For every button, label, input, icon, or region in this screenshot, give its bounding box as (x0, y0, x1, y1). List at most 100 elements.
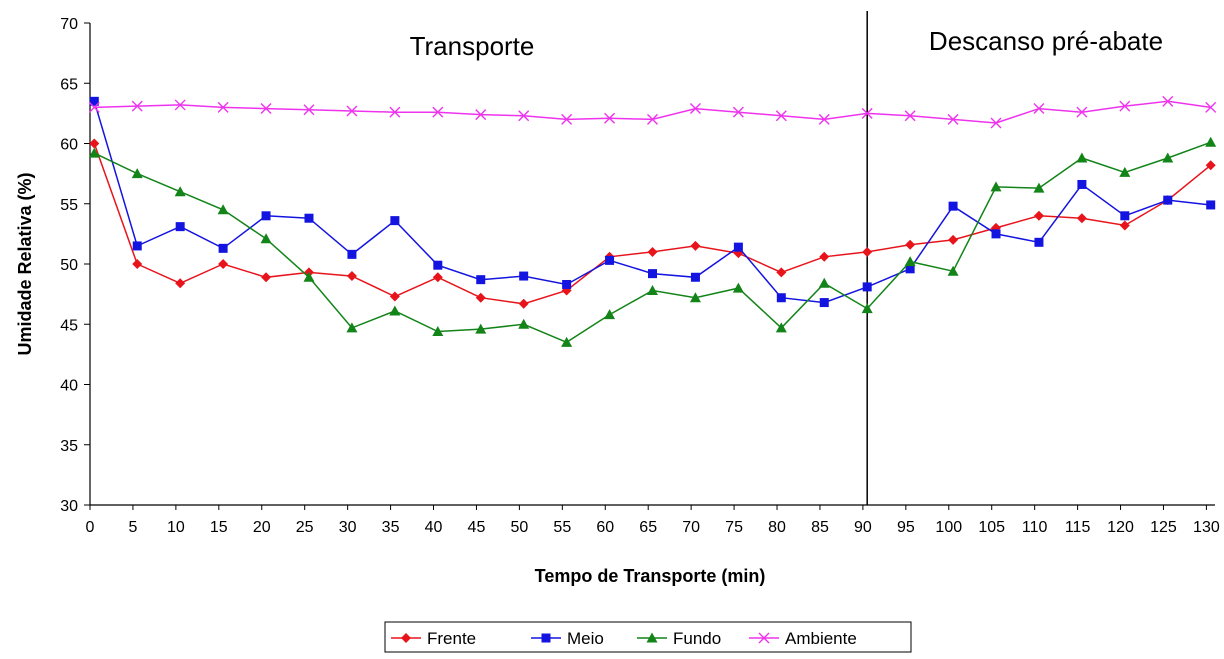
x-tick-label: 30 (339, 519, 357, 536)
data-point-meio (175, 222, 185, 232)
data-point-fundo (647, 285, 658, 296)
data-point-fundo (432, 325, 444, 336)
y-tick-label: 40 (60, 378, 78, 395)
data-point-meio (1206, 200, 1216, 210)
data-point-meio (1034, 237, 1044, 247)
x-tick-label: 80 (768, 519, 786, 536)
x-tick-label: 110 (1022, 519, 1048, 536)
data-point-ambiente (518, 110, 530, 122)
data-point-frente (776, 267, 787, 278)
data-point-meio (733, 242, 743, 252)
data-point-meio (1120, 211, 1130, 221)
x-tick-label: 75 (725, 519, 743, 536)
data-point-frente (647, 246, 658, 257)
data-point-ambiente (818, 113, 830, 125)
region-label-descanso: Descanso pré-abate (929, 26, 1163, 56)
data-point-meio (261, 211, 271, 221)
data-point-meio (690, 272, 700, 282)
legend-marker-fundo (646, 632, 658, 643)
data-point-ambiente (947, 113, 959, 125)
data-point-fundo (990, 181, 1002, 192)
data-point-fundo (861, 303, 873, 314)
data-point-frente (1033, 210, 1044, 221)
data-point-fundo (346, 322, 358, 333)
data-point-meio (1077, 179, 1087, 189)
data-point-meio (905, 264, 915, 274)
data-point-frente (218, 259, 229, 269)
data-point-ambiente (346, 105, 358, 117)
data-point-ambiente (217, 101, 229, 113)
x-tick-label: 90 (854, 519, 872, 536)
data-point-fundo (947, 265, 959, 276)
data-point-frente (690, 240, 701, 251)
data-point-meio (1163, 195, 1173, 205)
data-point-frente (132, 259, 143, 269)
data-point-ambiente (861, 107, 873, 119)
data-point-meio (819, 298, 829, 308)
data-point-frente (518, 298, 529, 309)
data-point-ambiente (303, 104, 315, 116)
data-point-meio (648, 269, 657, 279)
data-point-frente (432, 272, 443, 283)
data-point-frente (389, 291, 400, 302)
y-tick-label: 70 (60, 16, 78, 33)
x-tick-label: 45 (468, 519, 486, 536)
x-axis-title: Tempo de Transporte (min) (535, 566, 766, 586)
series-ambiente (88, 95, 1217, 129)
data-point-frente (1205, 160, 1216, 171)
data-point-meio (519, 271, 529, 281)
data-point-ambiente (260, 103, 272, 115)
y-tick-label: 60 (60, 137, 78, 154)
data-point-fundo (1205, 136, 1217, 147)
data-point-fundo (1162, 152, 1174, 163)
x-tick-label: 65 (639, 519, 657, 536)
y-axis-title: Umidade Relativa (%) (15, 172, 35, 355)
data-point-frente (862, 246, 873, 257)
x-tick-label: 5 (128, 519, 137, 536)
data-point-ambiente (990, 117, 1002, 129)
y-tick-label: 65 (60, 76, 78, 93)
data-point-meio (347, 249, 357, 259)
x-tick-label: 15 (210, 519, 228, 536)
legend-box (384, 621, 912, 653)
data-point-ambiente (1033, 103, 1045, 115)
x-tick-label: 40 (425, 519, 443, 536)
data-point-meio (862, 282, 872, 292)
x-tick-label: 50 (510, 519, 528, 536)
data-point-fundo (775, 322, 787, 333)
legend-label-meio: Meio (567, 629, 604, 648)
x-tick-label: 55 (553, 519, 571, 536)
x-tick-label: 25 (296, 519, 314, 536)
data-point-fundo (1076, 152, 1088, 163)
data-point-frente (346, 271, 357, 282)
x-tick-label: 0 (86, 519, 95, 536)
x-tick-label: 20 (253, 519, 271, 536)
data-point-meio (433, 260, 443, 270)
data-point-meio (991, 229, 1001, 239)
data-point-meio (218, 243, 228, 253)
x-tick-label: 105 (978, 519, 1005, 536)
data-point-ambiente (904, 110, 916, 122)
data-point-meio (89, 96, 99, 106)
data-point-fundo (518, 318, 530, 329)
data-point-ambiente (131, 100, 143, 112)
data-point-fundo (689, 292, 701, 303)
x-tick-label: 60 (596, 519, 614, 536)
legend-marker-ambiente (758, 632, 770, 644)
x-tick-label: 125 (1150, 519, 1177, 536)
data-point-meio (948, 201, 958, 211)
data-point-ambiente (88, 101, 100, 113)
data-point-ambiente (1162, 95, 1174, 107)
series-line-frente (93, 143, 1212, 305)
data-point-ambiente (1205, 101, 1217, 113)
legend-label-frente: Frente (427, 629, 476, 648)
x-tick-label: 100 (935, 519, 962, 536)
data-point-meio (132, 241, 142, 251)
data-point-fundo (604, 309, 616, 320)
y-tick-label: 55 (60, 197, 78, 214)
data-point-frente (89, 138, 100, 149)
data-point-ambiente (775, 110, 787, 122)
y-tick-label: 45 (60, 317, 78, 334)
data-point-fundo (561, 336, 573, 347)
